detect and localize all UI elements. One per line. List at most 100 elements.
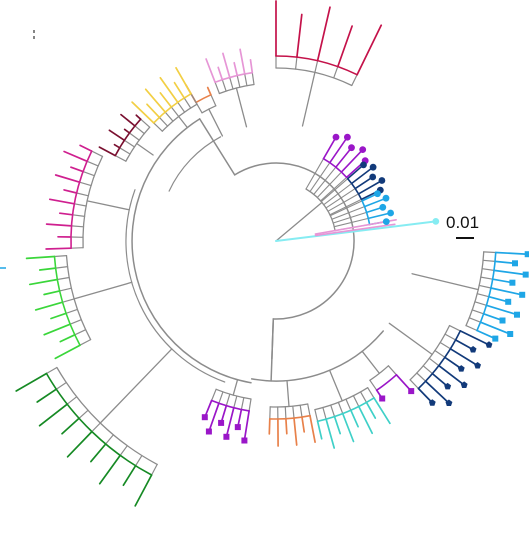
clade-arc — [82, 155, 104, 249]
clade-branch — [66, 396, 78, 405]
tip-branch — [365, 401, 377, 419]
clade-branch — [387, 365, 397, 376]
fan-branch — [309, 162, 331, 193]
fan-tip-branch — [346, 165, 363, 180]
fan-branch — [333, 217, 369, 228]
clade-colored-arc — [476, 251, 497, 332]
clade-branch — [55, 266, 69, 269]
tip-branch — [239, 48, 246, 75]
tip-branch — [487, 295, 508, 303]
fan-branch — [332, 211, 368, 224]
fan-tip-branch — [322, 138, 336, 160]
pink-clade — [205, 48, 255, 128]
scale-bar: 0.01 — [446, 213, 479, 239]
clade-branch — [225, 393, 231, 407]
fan-branch — [320, 176, 348, 202]
tip-branch — [449, 347, 477, 366]
light-green-clade — [25, 254, 133, 360]
tip-branch — [113, 143, 121, 149]
tip-branch — [208, 402, 220, 431]
clade-branch — [352, 395, 360, 408]
tip-branch — [356, 24, 383, 76]
tip-branch — [90, 443, 107, 463]
clade-branch — [140, 118, 151, 128]
clade-branch — [337, 401, 344, 415]
clade-branch — [233, 395, 238, 409]
clade-branch — [369, 379, 378, 391]
fan-tip-branch — [340, 150, 363, 173]
clade-branch — [221, 79, 227, 92]
clade-branch — [360, 391, 368, 403]
tip-square-marker — [234, 424, 241, 431]
clade-branch — [244, 73, 248, 87]
tip-pentagon-marker — [445, 399, 453, 406]
clade-arc — [201, 105, 217, 114]
tip-branch — [476, 329, 495, 339]
tip-branch — [490, 287, 522, 296]
pink-short-branch — [314, 219, 397, 235]
clade-branch — [314, 60, 319, 74]
tip-branch — [54, 174, 81, 184]
tip-pentagon-marker — [474, 362, 481, 369]
clade-branch — [170, 106, 180, 118]
tip-branch — [493, 269, 525, 276]
tip-circle-marker — [379, 203, 387, 211]
clade-branch — [45, 366, 58, 375]
clade-branch — [73, 203, 87, 207]
clade-colored-arc — [316, 397, 375, 423]
clade-branch — [151, 463, 158, 476]
tip-branch — [135, 114, 142, 121]
fan-branch — [331, 206, 366, 220]
clade-branch — [448, 325, 461, 332]
clade-branch — [465, 325, 478, 332]
clade-branch — [53, 255, 68, 258]
clade-branch — [322, 406, 327, 420]
tip-branch — [98, 146, 117, 157]
clade-branch — [82, 171, 96, 177]
clade-branch — [61, 298, 75, 303]
tip-square-marker — [492, 335, 499, 342]
purple-dot-clade — [388, 322, 489, 403]
clade-branch — [65, 308, 79, 314]
tip-branch — [43, 323, 72, 336]
fan-tip-branch — [363, 198, 385, 208]
tip-branch — [123, 128, 131, 134]
fan-tip-branch — [367, 212, 390, 220]
clade-branch — [345, 398, 352, 411]
tip-circle-marker — [360, 161, 367, 169]
scale-bar-label: 0.01 — [446, 213, 479, 232]
tip-pentagon-marker — [457, 365, 465, 372]
clade-branch — [474, 301, 487, 306]
tip-branch — [333, 415, 342, 435]
tip-circle-marker — [378, 177, 386, 184]
tip-branch — [217, 66, 224, 81]
clade-colored-arc — [417, 330, 462, 390]
tip-branch — [173, 81, 186, 99]
tip-circle-marker — [432, 218, 440, 225]
clade-branch — [292, 405, 295, 419]
clade-branch — [428, 357, 440, 367]
tip-branch — [54, 344, 81, 360]
backbone-branch — [271, 318, 275, 360]
tip-branch — [122, 464, 137, 487]
tip-branch — [237, 408, 243, 427]
tip-branch — [70, 166, 84, 173]
tip-square-marker — [499, 317, 506, 324]
fan-stem — [275, 201, 323, 242]
clade-branch — [351, 74, 358, 87]
clade-branch — [482, 259, 496, 262]
tip-branch — [61, 417, 80, 435]
tip-markers — [201, 133, 529, 444]
purple-square-clade — [204, 379, 252, 440]
clade-branch — [240, 397, 245, 411]
inner-dot-fan — [275, 138, 390, 242]
tip-branch — [28, 278, 59, 286]
outer-backbone-arc-bottom — [250, 330, 384, 382]
clade-branch — [251, 72, 255, 86]
tip-pentagon-marker — [485, 341, 493, 348]
clade-branch — [483, 251, 497, 254]
tip-circle-marker — [359, 146, 367, 154]
clade-branch — [476, 293, 490, 298]
tip-branch — [146, 103, 161, 119]
tip-pentagon-marker — [469, 346, 477, 353]
